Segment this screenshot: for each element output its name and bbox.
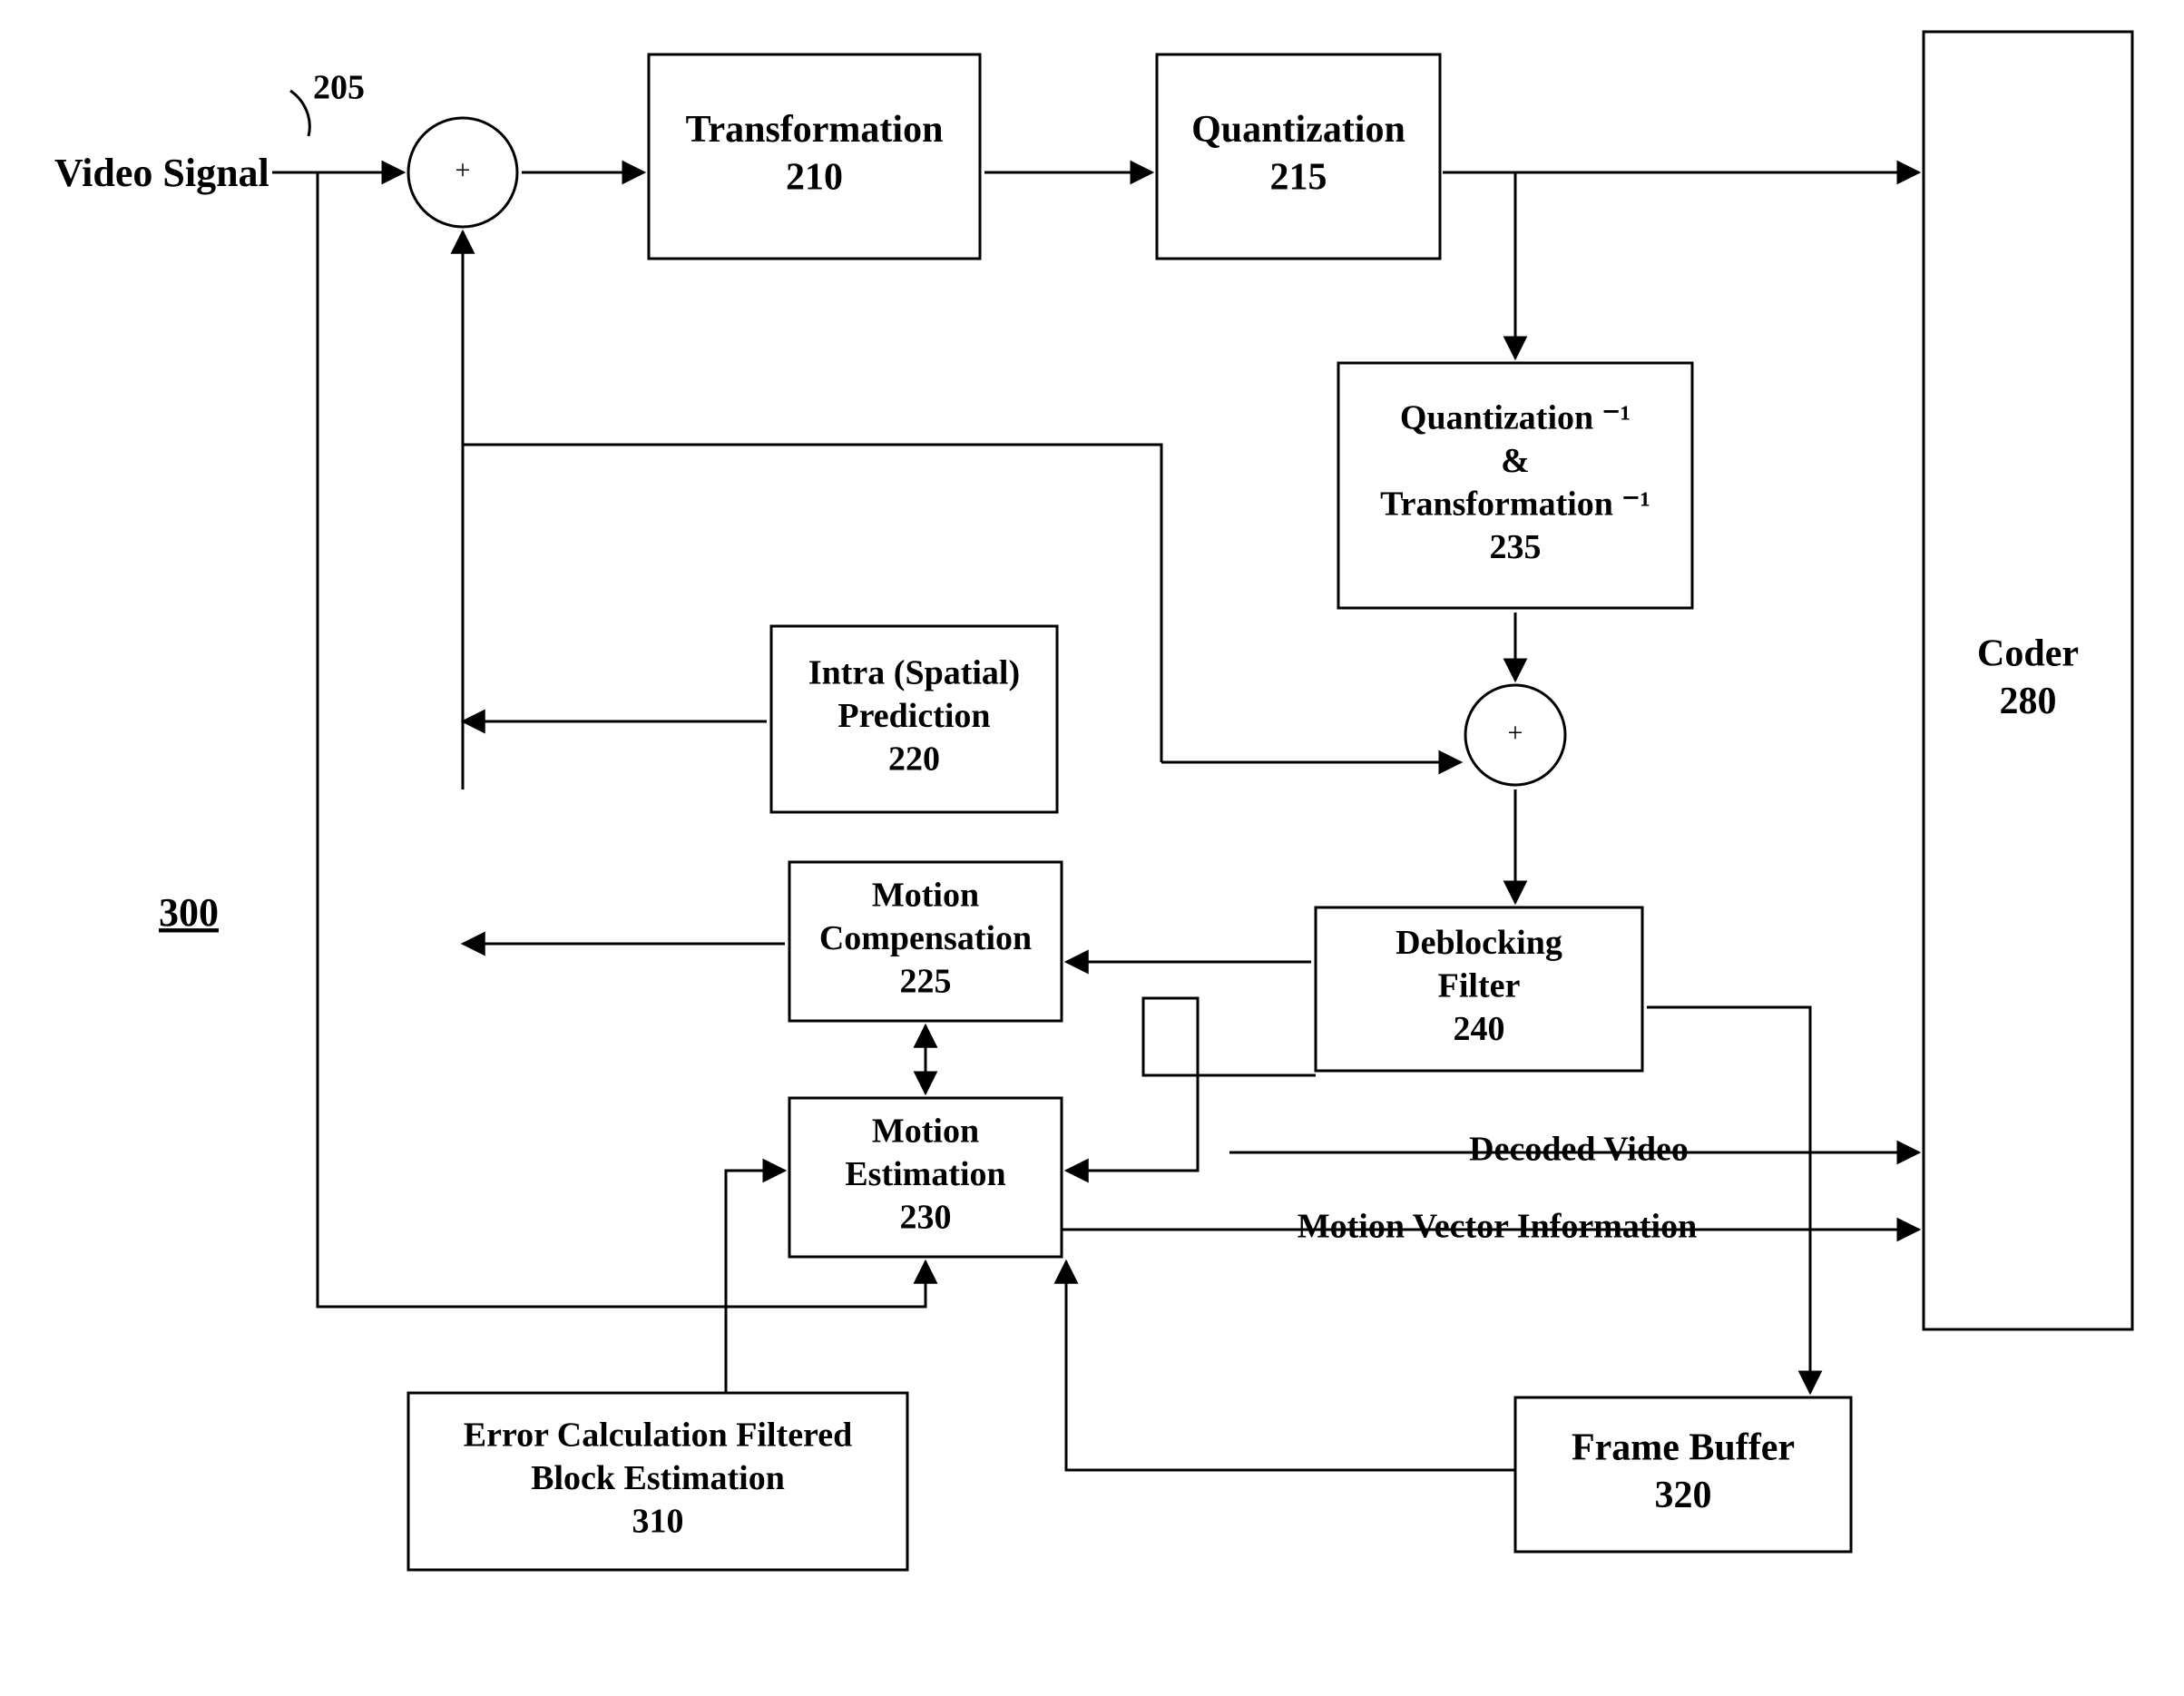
node-framebuf: Frame Buffer 320 <box>1515 1397 1851 1552</box>
node-est: Motion Estimation 230 <box>789 1098 1062 1257</box>
edge <box>1066 1075 1198 1171</box>
label-motion-vector-info: Motion Vector Information <box>1298 1208 1698 1246</box>
svg-text:Motion: Motion <box>872 877 979 915</box>
svg-text:Intra (Spatial): Intra (Spatial) <box>808 654 1020 692</box>
svg-text:320: 320 <box>1655 1475 1712 1516</box>
svg-text:Quantization ⁻¹: Quantization ⁻¹ <box>1400 398 1631 436</box>
svg-text:Quantization: Quantization <box>1191 109 1405 151</box>
svg-text:+: + <box>1508 718 1523 748</box>
svg-text:310: 310 <box>632 1503 684 1541</box>
svg-text:Deblocking: Deblocking <box>1396 924 1562 962</box>
node-comp: Motion Compensation 225 <box>789 862 1062 1021</box>
label-decoded-video: Decoded Video <box>1469 1131 1689 1169</box>
edge <box>1066 1261 1515 1470</box>
label-video-signal: Video Signal <box>54 151 269 195</box>
node-errcalc: Error Calculation Filtered Block Estimati… <box>408 1393 907 1570</box>
svg-text:Estimation: Estimation <box>845 1155 1005 1193</box>
edges <box>272 91 1919 1470</box>
svg-text:240: 240 <box>1454 1010 1505 1048</box>
edge <box>290 91 309 136</box>
svg-text:Transformation ⁻¹: Transformation ⁻¹ <box>1380 485 1650 523</box>
svg-text:210: 210 <box>786 156 843 198</box>
svg-text:230: 230 <box>900 1199 952 1237</box>
svg-text:Error Calculation Filtered: Error Calculation Filtered <box>464 1417 853 1455</box>
svg-text:220: 220 <box>888 740 940 779</box>
svg-text:Filter: Filter <box>1438 967 1521 1005</box>
svg-text:Block Estimation: Block Estimation <box>531 1459 785 1497</box>
node-transformation: Transformation 210 <box>649 54 980 259</box>
node-deblock: Deblocking Filter 240 <box>1316 907 1642 1071</box>
svg-text:215: 215 <box>1270 156 1327 198</box>
svg-text:225: 225 <box>900 963 952 1001</box>
diagram-canvas: ++Transformation210Quantization215Quanti… <box>0 0 2184 1696</box>
edge <box>726 1171 785 1393</box>
label-ref-300: 300 <box>159 890 219 935</box>
svg-text:Prediction: Prediction <box>837 697 990 735</box>
svg-text:Transformation: Transformation <box>686 109 944 151</box>
label-205: 205 <box>313 69 365 107</box>
node-inverse: Quantization ⁻¹ & Transformation ⁻¹ 235 <box>1338 363 1692 608</box>
svg-text:+: + <box>455 155 471 185</box>
svg-text:235: 235 <box>1490 528 1542 566</box>
svg-text:280: 280 <box>2000 681 2057 722</box>
node-intra: Intra (Spatial) Prediction 220 <box>771 626 1057 812</box>
edge <box>1143 998 1316 1075</box>
edge <box>1647 1007 1810 1393</box>
node-coder: Coder 280 <box>1924 32 2132 1329</box>
svg-text:Coder: Coder <box>1977 632 2079 674</box>
node-quantization: Quantization 215 <box>1157 54 1440 259</box>
svg-text:&: & <box>1501 442 1530 480</box>
node-sum1: + <box>408 118 517 227</box>
svg-text:Frame Buffer: Frame Buffer <box>1572 1426 1795 1468</box>
svg-text:Compensation: Compensation <box>819 919 1032 957</box>
nodes: ++Transformation210Quantization215Quanti… <box>408 32 2132 1570</box>
node-sum2: + <box>1465 685 1565 785</box>
svg-text:Motion: Motion <box>872 1113 979 1151</box>
